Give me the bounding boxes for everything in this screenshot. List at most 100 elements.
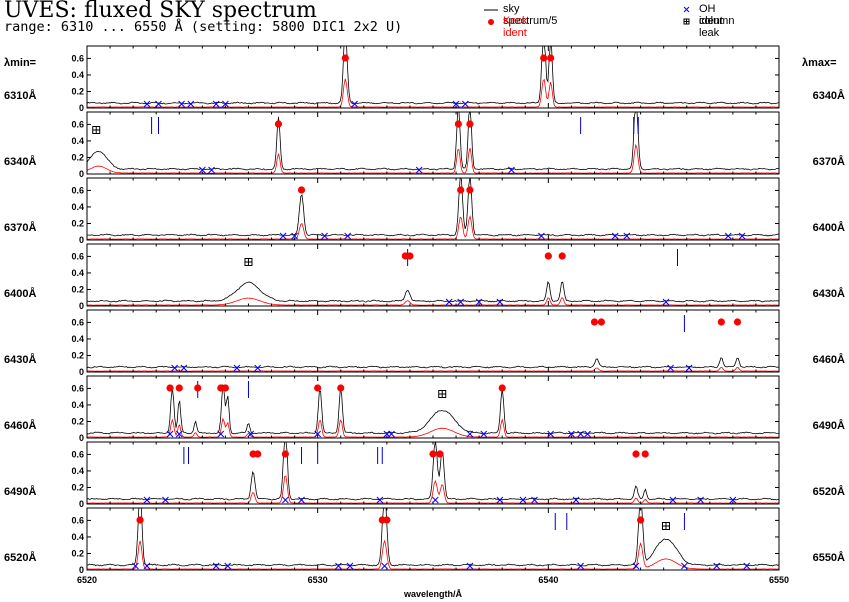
panel-1: 0 0.2 0.4 0.6 6310Å 6340Å: [4, 45, 845, 113]
panel-6-oh-mark: [175, 430, 183, 438]
panel-7-oh-mark: [519, 496, 527, 504]
panel-7-oh-mark: [496, 496, 504, 504]
panel-8-oh-mark: [632, 562, 640, 570]
panel-2-leak-mark: [92, 126, 101, 134]
panel-8-oh-mark: [224, 562, 232, 570]
panel-8-keck-dot: [383, 516, 391, 524]
panel-5-oh-mark: [685, 364, 693, 372]
panel-1-ytick-label: 0.6: [71, 53, 84, 63]
panel-5-ytick-label: 0.4: [71, 334, 84, 344]
panel-8-ytick-label: 0.4: [71, 532, 84, 542]
panel-3-oh-mark: [611, 232, 619, 240]
panel-4-keck-dot: [544, 252, 552, 260]
panel-5-oh-mark: [171, 364, 179, 372]
panel-7-ytick-label: 0.4: [71, 466, 84, 476]
panel-3-oh-mark: [738, 232, 746, 240]
panel-6-ytick-label: 0.6: [71, 383, 84, 393]
panel-3-oh-mark: [279, 232, 287, 240]
panel-7-keck-dot: [632, 450, 640, 458]
panel-7-keck-dot: [641, 450, 649, 458]
panel-7-keck-dot: [429, 450, 437, 458]
panel-4-ytick-label: 0.6: [71, 251, 84, 261]
panel-5: 0 0.2 0.4 0.6 6430Å 6460Å: [4, 309, 845, 377]
panel-1-keck-dot: [540, 54, 548, 62]
panel-3-keck-dot: [466, 186, 474, 194]
panel-8-frame: [86, 507, 780, 571]
legend-oh-label: OH ident: [699, 3, 723, 27]
panel-1-sky-curve: [87, 46, 779, 105]
panel-4-oh-mark: [457, 298, 465, 306]
panel-2-ytick-label: 0.2: [71, 152, 84, 162]
panel-3-frame: [86, 177, 780, 241]
panel-6-frame: [86, 375, 780, 439]
panel-3-ytick-label: 0.4: [71, 202, 84, 212]
panel-6-oh-mark: [577, 430, 584, 438]
panel-2-sky-curve: [87, 112, 779, 171]
panel-5-oh-mark: [667, 364, 674, 372]
panel-5-ytick-label: 0.2: [71, 350, 84, 360]
panel-4-leak-mark: [244, 258, 253, 266]
panel-3-lambda-min: 6370Å: [4, 221, 36, 234]
panel-5-sky-curve: [87, 357, 779, 369]
panel-3-sky-curve: [87, 178, 779, 237]
panel-6-oh-mark: [568, 430, 575, 438]
panel-6-keck-dot: [175, 384, 183, 392]
panel-2-oh-mark: [208, 166, 215, 174]
panel-6-oh-mark: [166, 430, 174, 438]
panel-8-keck-dot: [136, 516, 144, 524]
panel-4-lambda-min: 6400Å: [4, 287, 36, 300]
panel-1-oh-mark: [155, 100, 162, 108]
panel-8-oh-mark: [466, 562, 474, 570]
panel-5-keck-dot: [717, 318, 725, 326]
panel-7-oh-mark: [162, 496, 169, 504]
panel-4-keck-dot: [558, 252, 566, 260]
panel-8-ytick-label: 0.6: [71, 515, 84, 525]
panel-3-oh-mark: [623, 232, 631, 240]
panel-5-oh-mark: [233, 364, 241, 372]
panel-2-ytick-label: 0: [79, 169, 84, 179]
lambda-min-header: λmin=: [4, 57, 36, 69]
panel-8-leak-mark: [661, 522, 670, 530]
panel-3-oh-mark: [321, 232, 328, 240]
panel-8-oh-mark: [132, 562, 139, 570]
panel-1-oh-mark: [452, 100, 460, 108]
panel-4-ytick-label: 0.4: [71, 268, 84, 278]
panel-7-oh-mark: [376, 496, 384, 504]
panel-6-keck-dot: [314, 384, 322, 392]
panel-5-keck-dot: [597, 318, 605, 326]
panel-8-curves: [87, 508, 779, 570]
chart-subtitle: range: 6310 ... 6550 Å (setting: 5800 DI…: [4, 19, 403, 35]
xtick-label: 6530: [308, 575, 328, 585]
panel-8-oh-mark: [143, 562, 151, 570]
panel-8-oh-mark: [381, 562, 388, 570]
panel-1-oh-mark: [222, 100, 229, 108]
panel-1-curves: [87, 46, 779, 108]
legend-leak-swatch: [683, 18, 690, 25]
panel-4-oh-mark: [496, 298, 504, 306]
legend-keck-label: Keck ident: [503, 15, 528, 39]
panel-6-leak-mark: [438, 390, 447, 398]
panel-6-lambda-max: 6490Å: [813, 419, 845, 432]
panel-8-lambda-max: 6550Å: [813, 551, 845, 564]
panel-6-ytick-label: 0: [79, 433, 84, 443]
panel-3-lambda-max: 6400Å: [813, 221, 845, 234]
panel-2: 0 0.2 0.4 0.6 6340Å 6370Å: [4, 111, 845, 179]
panel-2-keck-dot: [454, 120, 462, 128]
panel-7-oh-mark: [282, 496, 289, 504]
panel-7-oh-mark: [729, 496, 737, 504]
panel-2-oh-mark: [415, 166, 423, 174]
panel-8-ytick-label: 0: [79, 565, 84, 575]
panel-2-frame: [86, 111, 780, 175]
panel-2-ytick-label: 0.6: [71, 119, 84, 129]
panel-8-oh-mark: [346, 562, 354, 570]
panel-6-keck-dot: [166, 384, 174, 392]
panel-6-ytick-label: 0.4: [71, 400, 84, 410]
panel-8-lambda-min: 6520Å: [4, 551, 36, 564]
panel-3-oh-mark: [344, 232, 352, 240]
panel-3-ytick-label: 0.2: [71, 218, 84, 228]
panel-1-oh-mark: [187, 100, 195, 108]
panel-2-keck-dot: [466, 120, 474, 128]
panel-6-sky-curve: [87, 384, 779, 435]
chart-title: UVES: fluxed SKY spectrum: [4, 0, 317, 23]
legend-keck-swatch: [488, 19, 494, 25]
